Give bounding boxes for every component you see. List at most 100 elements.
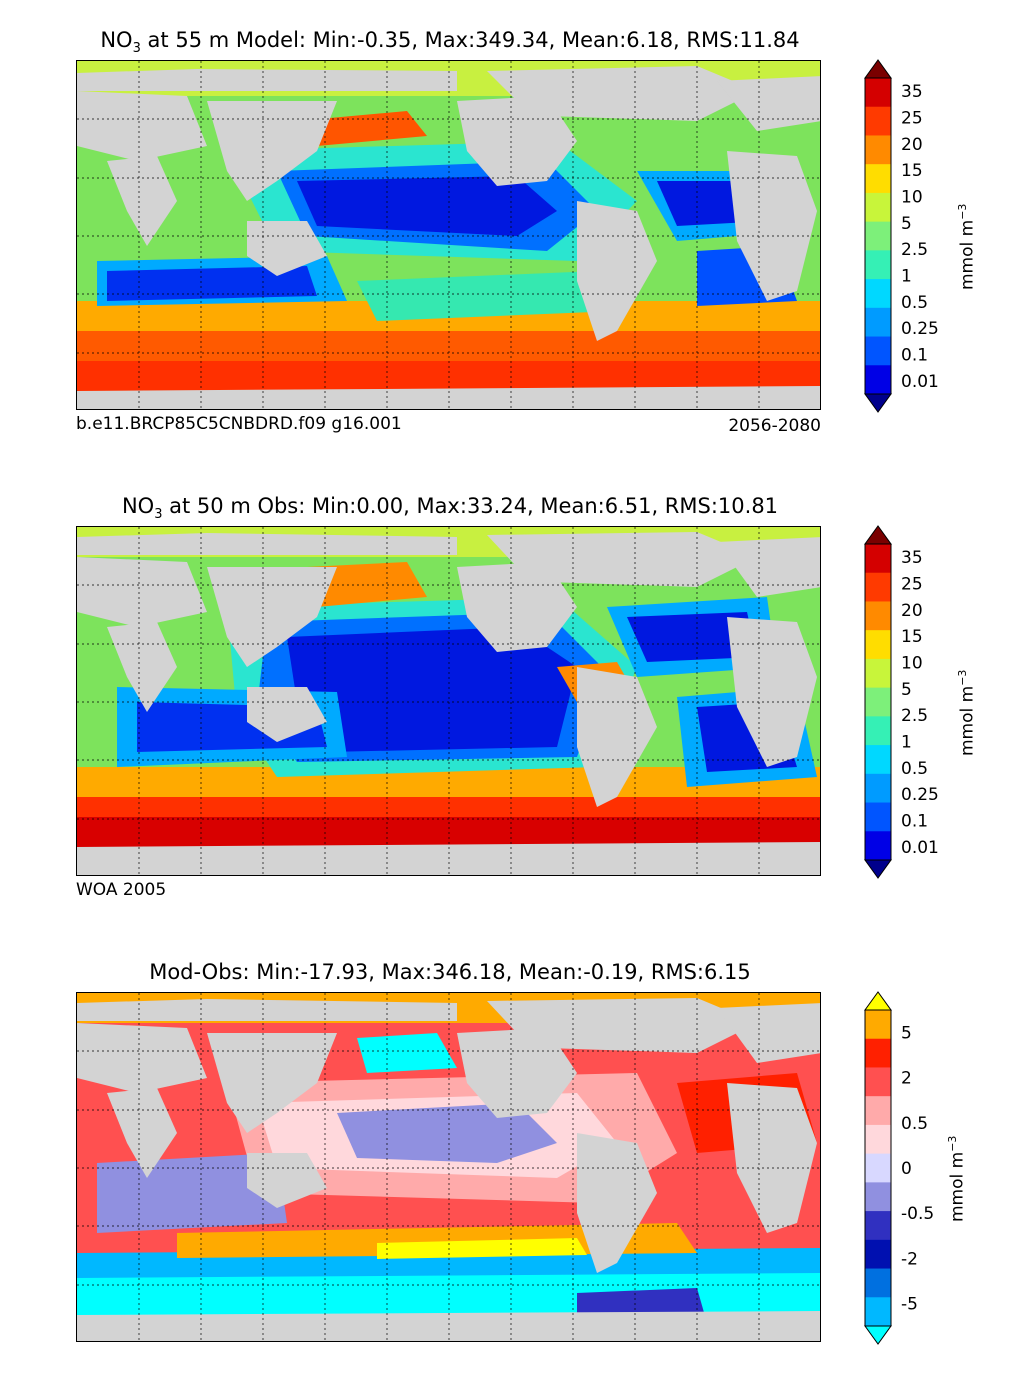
- colorbar-tick-label: -0.5: [901, 1204, 934, 1224]
- title-subscript: 3: [154, 507, 163, 523]
- colorbar-tick-label: 0.5: [901, 1114, 928, 1134]
- colorbar-tick-label: 5: [901, 1024, 912, 1044]
- colorbar-segment: [865, 687, 891, 717]
- colorbar-segment: [865, 1297, 891, 1327]
- colorbar-segment: [865, 630, 891, 660]
- colorbar-tick-label: 0.5: [901, 293, 928, 313]
- colorbar-segment: [865, 135, 891, 165]
- title-prefix: NO: [121, 494, 155, 518]
- colorbar-segment: [865, 192, 891, 223]
- colorbar-tick-label: 10: [901, 188, 923, 208]
- colorbar-segment: [865, 544, 891, 574]
- caption-source-model: b.e11.BRCP85C5CNBDRD.f09 g16.001: [76, 414, 402, 434]
- colorbar-label-exponent: −3: [956, 203, 969, 220]
- colorbar-label-exponent: −3: [946, 1135, 959, 1152]
- colorbar-tick-label: 5: [901, 680, 912, 700]
- colorbar-segment: [865, 745, 891, 775]
- colorbar-segment: [865, 307, 891, 338]
- colorbar-segment: [865, 802, 891, 832]
- colorbar-tick-label: 2: [901, 1069, 912, 1089]
- colorbar-segment: [865, 1153, 891, 1183]
- colorbar-segment: [865, 831, 891, 861]
- colorbar-segment: [865, 78, 891, 108]
- colorbar-segment: [865, 221, 891, 251]
- colorbar-segment: [865, 106, 891, 136]
- colorbar-tick-label: 0.1: [901, 346, 928, 366]
- panel-title-model: NO3 at 55 m Model: Min:-0.35, Max:349.34…: [0, 28, 900, 56]
- colorbar-segment: [865, 279, 891, 309]
- colorbar-segment: [865, 658, 891, 689]
- colorbar-segment: [865, 716, 891, 746]
- colorbar-tick-label: 0.25: [901, 319, 939, 339]
- colorbar-tick-label: 35: [901, 82, 923, 102]
- panel-title-diff: Mod-Obs: Min:-17.93, Max:346.18, Mean:-0…: [0, 960, 900, 984]
- title-rest: Mod-Obs: Min:-17.93, Max:346.18, Mean:-0…: [149, 960, 751, 984]
- colorbar-label-text: mmol m: [957, 219, 978, 290]
- title-prefix: NO: [100, 28, 133, 52]
- colorbar-model: 35 25 20 15 10 5 2.5 1 0.5 0.25 0.1 0.01: [864, 59, 945, 413]
- colorbar-label-diff: mmol m−3: [946, 1136, 968, 1222]
- colorbar-tick-label: 2.5: [901, 706, 928, 726]
- colorbar-segment: [865, 336, 891, 366]
- colorbar-obs: 35 25 20 15 10 5 2.5 1 0.5 0.25 0.1 0.01: [864, 525, 945, 879]
- colorbar-segment: [865, 250, 891, 280]
- colorbar-tick-label: 25: [901, 575, 923, 595]
- colorbar-tick-label: 0.5: [901, 759, 928, 779]
- colorbar-tick-label: -2: [901, 1249, 918, 1269]
- colorbar-segment: [865, 1182, 891, 1212]
- colorbar-tick-label: 5: [901, 214, 912, 234]
- colorbar-tick-label: 15: [901, 161, 923, 181]
- colorbar-segment: [865, 1239, 891, 1270]
- panel-title-obs: NO3 at 50 m Obs: Min:0.00, Max:33.24, Me…: [0, 494, 900, 522]
- colorbar-tick-label: 25: [901, 109, 923, 129]
- colorbar-tick-label: 1: [901, 267, 912, 287]
- colorbar-diff: 5 2 0.5 0 -0.5 -2 -5: [864, 991, 945, 1345]
- colorbar-obs-svg: 35 25 20 15 10 5 2.5 1 0.5 0.25 0.1 0.01: [864, 525, 939, 879]
- title-subscript: 3: [132, 41, 141, 57]
- colorbar-frame: [864, 1009, 892, 1327]
- colorbar-tick-label: 0.01: [901, 838, 939, 858]
- caption-source-obs: WOA 2005: [76, 880, 167, 900]
- colorbar-tick-label: 2.5: [901, 240, 928, 260]
- map-obs-svg: [77, 527, 820, 875]
- colorbar-extend-min: [864, 393, 892, 413]
- colorbar-label-text: mmol m: [947, 1151, 968, 1222]
- colorbar-tick-label: 20: [901, 135, 923, 155]
- colorbar-extend-max: [864, 991, 892, 1011]
- colorbar-model-svg: 35 25 20 15 10 5 2.5 1 0.5 0.25 0.1 0.01: [864, 59, 939, 413]
- colorbar-segment: [865, 1038, 891, 1068]
- colorbar-segment: [865, 365, 891, 395]
- colorbar-tick-label: -5: [901, 1294, 918, 1314]
- colorbar-segment: [865, 572, 891, 602]
- colorbar-extend-max: [864, 59, 892, 79]
- map-diff: [76, 992, 821, 1342]
- title-rest: at 55 m Model: Min:-0.35, Max:349.34, Me…: [140, 28, 800, 52]
- colorbar-segment: [865, 164, 891, 194]
- colorbar-segment: [865, 1211, 891, 1241]
- colorbar-segment: [865, 1124, 891, 1155]
- colorbar-tick-label: 10: [901, 654, 923, 674]
- colorbar-tick-label: 0.25: [901, 785, 939, 805]
- colorbar-tick-label: 20: [901, 601, 923, 621]
- colorbar-tick-label: 15: [901, 627, 923, 647]
- colorbar-tick-label: 0: [901, 1159, 912, 1179]
- colorbar-label-obs: mmol m−3: [956, 670, 978, 756]
- colorbar-label-exponent: −3: [956, 669, 969, 686]
- colorbar-segment: [865, 1096, 891, 1126]
- colorbar-label-model: mmol m−3: [956, 204, 978, 290]
- map-diff-svg: [77, 993, 820, 1341]
- colorbar-extend-max: [864, 525, 892, 545]
- colorbar-segment: [865, 773, 891, 804]
- colorbar-segment: [865, 1268, 891, 1298]
- colorbar-segment: [865, 1010, 891, 1040]
- colorbar-label-text: mmol m: [957, 685, 978, 756]
- map-obs: [76, 526, 821, 876]
- colorbar-tick-label: 1: [901, 733, 912, 753]
- title-rest: at 50 m Obs: Min:0.00, Max:33.24, Mean:6…: [162, 494, 779, 518]
- caption-period-model: 2056-2080: [728, 416, 821, 436]
- colorbar-segment: [865, 1067, 891, 1097]
- colorbar-tick-label: 0.1: [901, 812, 928, 832]
- colorbar-extend-min: [864, 859, 892, 879]
- colorbar-extend-min: [864, 1325, 892, 1345]
- colorbar-tick-label: 0.01: [901, 372, 939, 392]
